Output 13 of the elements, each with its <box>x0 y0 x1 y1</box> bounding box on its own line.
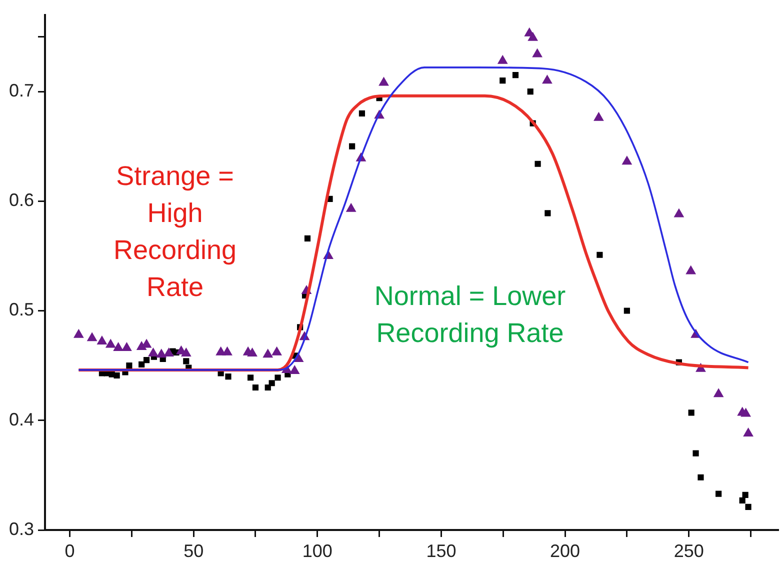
y-tick-label: 0.7 <box>8 80 34 100</box>
x-tick-label: 100 <box>302 540 332 561</box>
y-tick-label: 0.6 <box>8 190 34 210</box>
x-tick-label: 0 <box>64 540 75 561</box>
x-tick-label: 250 <box>674 540 704 561</box>
x-tick-label: 50 <box>184 540 204 561</box>
annotation: Normal = Lower Recording Rate <box>373 280 567 350</box>
y-tick-label: 0.5 <box>8 300 34 320</box>
x-tick-label: 200 <box>550 540 580 561</box>
annotation: Strange = High Recording Rate <box>112 160 238 304</box>
y-tick-label: 0.4 <box>8 409 34 430</box>
x-tick-label: 150 <box>426 540 456 561</box>
y-tick-label: 0.3 <box>8 518 34 539</box>
